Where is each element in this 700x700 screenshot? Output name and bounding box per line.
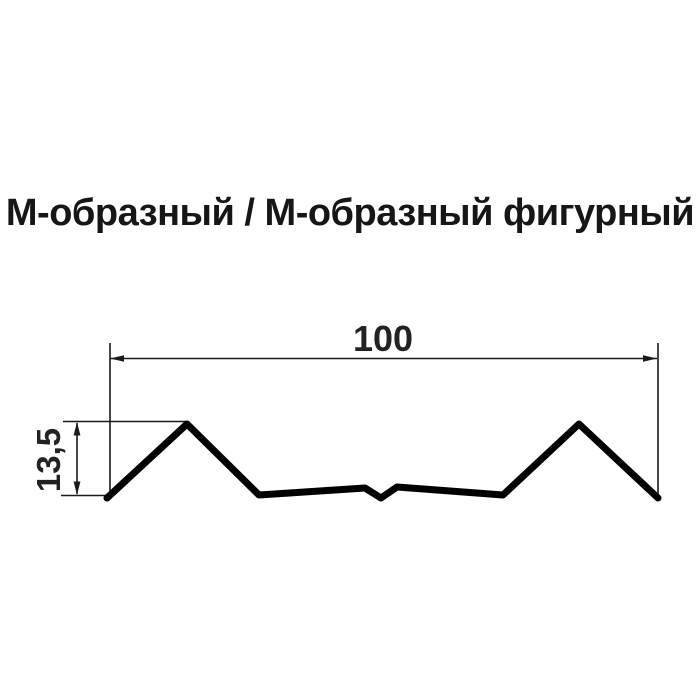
height-dimension-label: 13,5: [30, 427, 67, 493]
width-arrow-right-icon: [643, 355, 657, 362]
width-arrow-left-icon: [110, 355, 124, 362]
height-arrow-bottom-icon: [73, 481, 81, 495]
m-profile-outline: [103, 420, 662, 502]
height-arrow-top-icon: [73, 422, 81, 436]
width-dimension-label: 100: [352, 318, 414, 359]
page-title: М-образный / М-образный фигурный: [5, 192, 695, 234]
